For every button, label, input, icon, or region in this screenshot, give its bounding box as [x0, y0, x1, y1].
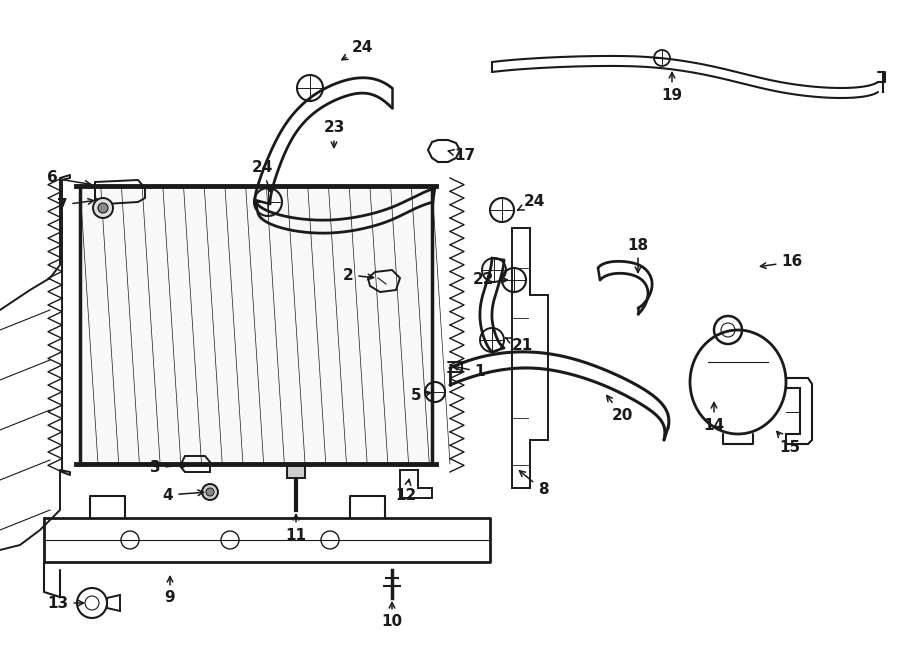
Text: 3: 3 [149, 461, 187, 475]
Text: 2: 2 [343, 267, 373, 283]
Text: 6: 6 [47, 171, 91, 186]
Text: 20: 20 [607, 395, 633, 422]
Text: 1: 1 [453, 365, 485, 379]
Text: 24: 24 [251, 160, 273, 192]
Text: 18: 18 [627, 238, 649, 273]
Text: 15: 15 [777, 432, 801, 455]
Text: 8: 8 [519, 471, 548, 498]
Text: 7: 7 [57, 197, 94, 213]
Text: 23: 23 [323, 120, 345, 148]
Polygon shape [287, 466, 305, 478]
Circle shape [93, 198, 113, 218]
Text: 24: 24 [518, 195, 544, 210]
Text: 10: 10 [382, 602, 402, 630]
Text: 17: 17 [448, 148, 475, 162]
Text: 9: 9 [165, 577, 176, 606]
Circle shape [202, 484, 218, 500]
Text: 4: 4 [163, 487, 203, 502]
Text: 19: 19 [662, 72, 682, 103]
Text: 13: 13 [48, 596, 84, 610]
Text: 11: 11 [285, 514, 307, 542]
Polygon shape [80, 186, 432, 464]
Circle shape [98, 203, 108, 213]
Circle shape [206, 488, 214, 496]
Text: 22: 22 [473, 273, 508, 287]
Text: 12: 12 [395, 479, 417, 502]
Text: 16: 16 [760, 254, 803, 269]
Text: 24: 24 [342, 40, 373, 60]
Text: 21: 21 [506, 338, 533, 354]
Text: 14: 14 [704, 402, 725, 432]
Text: 5: 5 [410, 387, 430, 402]
